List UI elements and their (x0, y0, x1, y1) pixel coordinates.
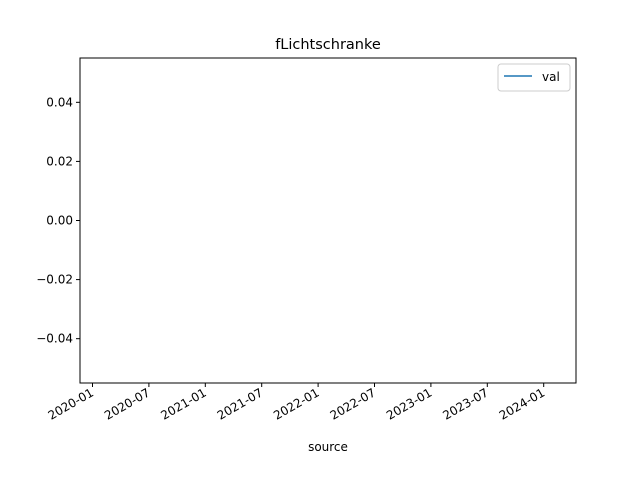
y-axis: −0.04 −0.02 0.00 0.02 0.04 (36, 95, 80, 346)
y-tick-label: 0.02 (46, 154, 73, 168)
y-tick-label: 0.04 (46, 95, 73, 109)
legend: val (497, 63, 571, 92)
y-tick-label: −0.02 (36, 273, 73, 287)
chart-title: fLichtschranke (275, 37, 381, 53)
x-axis-label: source (308, 440, 348, 454)
y-tick-label: −0.04 (36, 332, 73, 346)
legend-label-val: val (542, 70, 560, 84)
y-tick-label: 0.00 (46, 214, 73, 228)
